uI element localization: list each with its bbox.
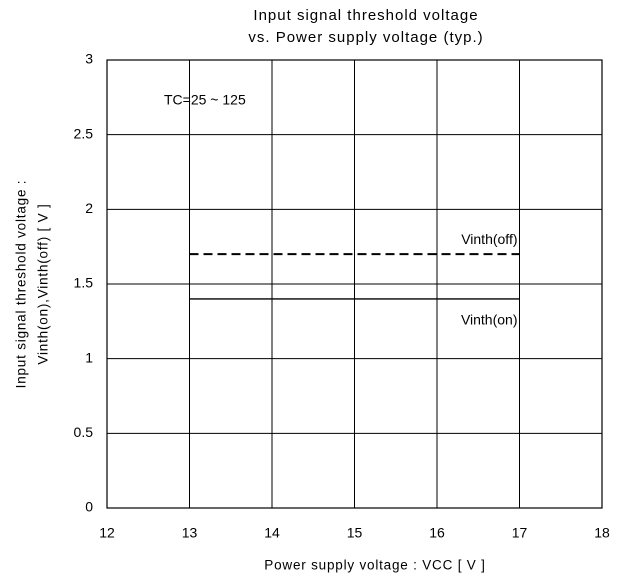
x-tick-label: 13 (182, 525, 198, 541)
x-axis-label: Power supply voltage : VCC [ V ] (264, 558, 485, 573)
y-tick-label: 2 (85, 200, 93, 216)
x-tick-label: 12 (99, 525, 115, 541)
x-tick-label: 17 (512, 525, 528, 541)
x-tick-label: 15 (347, 525, 363, 541)
y-axis-label: Vinth(on),Vinth(off) [ V ] (36, 203, 51, 364)
series-label: Vinth(on) (461, 312, 518, 328)
x-tick-label: 14 (264, 525, 280, 541)
y-tick-label: 1.5 (74, 275, 94, 291)
plot-frame (106, 59, 603, 509)
y-axis-label: Input signal threshold voltage : (14, 180, 29, 389)
y-tick-label: 0 (85, 499, 93, 515)
series-label: Vinth(off) (461, 231, 517, 247)
chart-title: vs. Power supply voltage (typ.) (248, 29, 483, 46)
x-tick-label: 18 (594, 525, 610, 541)
x-tick-label: 16 (429, 525, 445, 541)
chart-title: Input signal threshold voltage (253, 7, 478, 24)
y-tick-label: 0.5 (74, 424, 94, 440)
y-tick-label: 1 (85, 349, 93, 365)
y-tick-label: 2.5 (74, 125, 94, 141)
annotation: TC=25 ~ 125 (164, 92, 246, 108)
y-tick-label: 3 (85, 51, 93, 67)
